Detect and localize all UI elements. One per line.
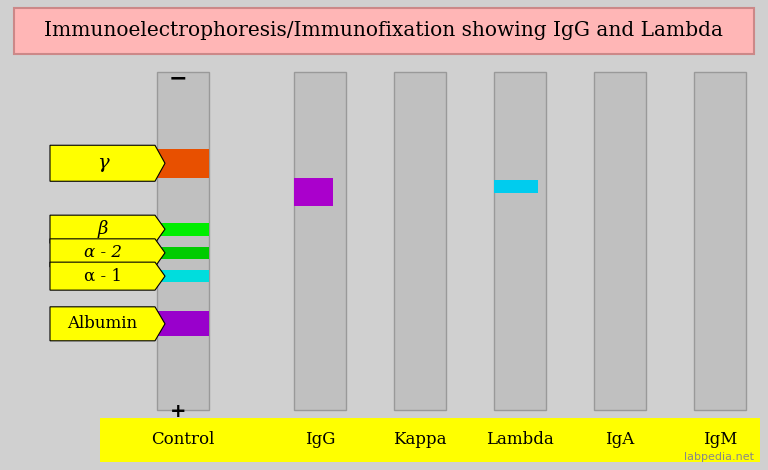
Bar <box>157 247 209 259</box>
Bar <box>157 223 209 235</box>
Text: β: β <box>98 220 108 238</box>
Bar <box>100 418 760 462</box>
Bar <box>157 270 209 282</box>
Polygon shape <box>50 239 165 267</box>
FancyBboxPatch shape <box>14 8 754 54</box>
Polygon shape <box>50 262 165 290</box>
Text: labpedia.net: labpedia.net <box>684 452 754 462</box>
Text: Kappa: Kappa <box>393 431 447 448</box>
Text: γ: γ <box>97 154 108 172</box>
Bar <box>157 72 209 410</box>
Bar <box>294 178 333 206</box>
Text: Albumin: Albumin <box>68 315 137 332</box>
Text: IgG: IgG <box>305 431 335 448</box>
Text: α - 2: α - 2 <box>84 244 121 261</box>
Text: +: + <box>170 402 187 421</box>
Text: α - 1: α - 1 <box>84 267 121 285</box>
Text: Immunoelectrophoresis/Immunofixation showing IgG and Lambda: Immunoelectrophoresis/Immunofixation sho… <box>45 22 723 40</box>
Polygon shape <box>50 307 165 341</box>
Polygon shape <box>50 215 165 243</box>
Bar <box>694 72 746 410</box>
Text: IgM: IgM <box>703 431 737 448</box>
Text: Lambda: Lambda <box>486 431 554 448</box>
Text: −: − <box>169 68 187 88</box>
Bar <box>157 311 209 337</box>
Bar <box>594 72 646 410</box>
Bar <box>494 180 538 193</box>
Bar <box>157 149 209 178</box>
Polygon shape <box>50 145 165 181</box>
Bar <box>394 72 446 410</box>
Text: IgA: IgA <box>605 431 634 448</box>
Bar <box>494 72 546 410</box>
Bar <box>294 72 346 410</box>
Text: Control: Control <box>151 431 215 448</box>
